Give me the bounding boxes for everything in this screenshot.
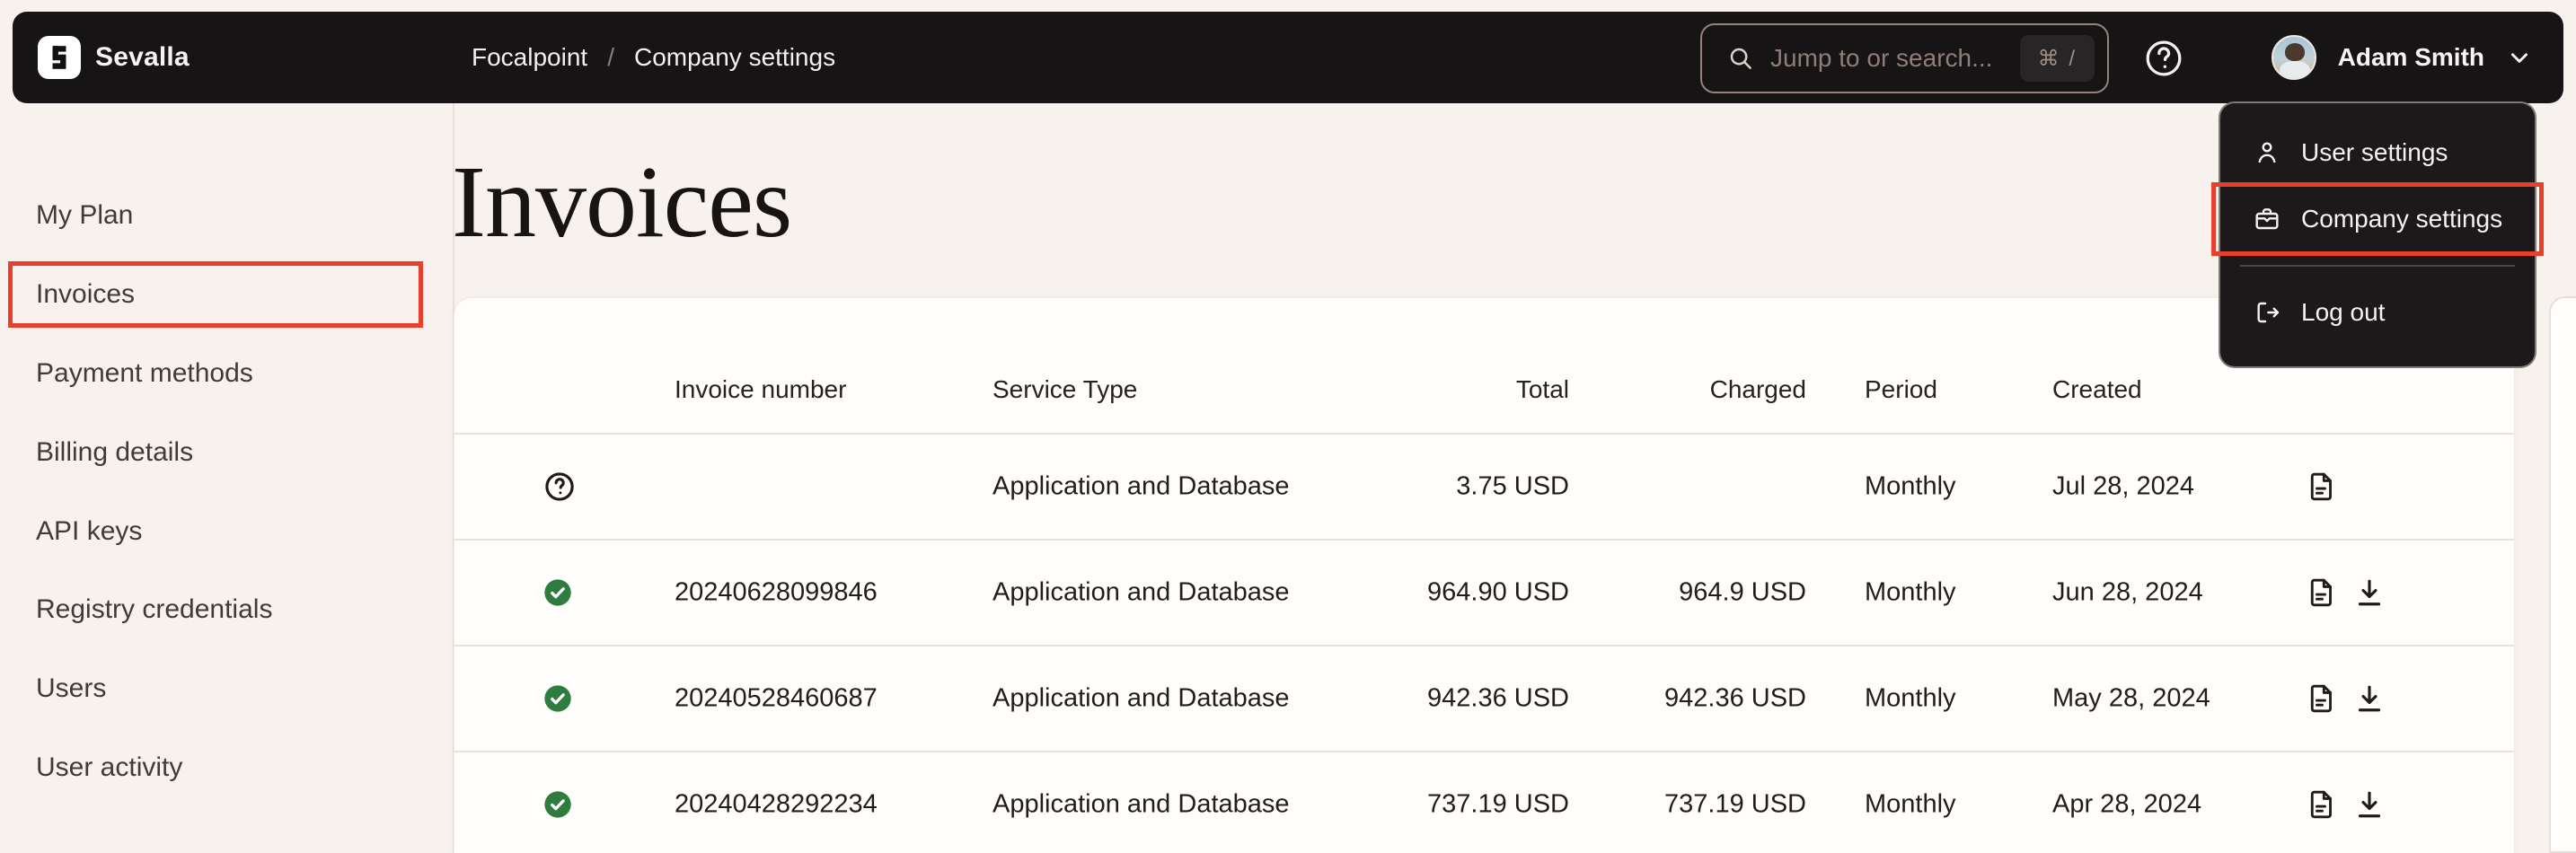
table-row: 20240428292234 Application and Database … (454, 751, 2514, 853)
search-placeholder: Jump to or search... (1770, 44, 1993, 72)
briefcase-icon (2253, 205, 2281, 233)
menu-item-label: Log out (2301, 298, 2386, 326)
user-icon (2253, 138, 2281, 167)
table-row: 20240528460687 Application and Database … (454, 645, 2514, 751)
column-header-period: Period (1865, 375, 1937, 403)
view-invoice-button[interactable] (2305, 682, 2337, 715)
table-row: Application and Database 3.75 USD Monthl… (454, 433, 2514, 539)
row-actions (2305, 576, 2386, 609)
cell-service-type: Application and Database (992, 471, 1290, 501)
column-header-total: Total (1515, 375, 1569, 403)
status-icon (543, 470, 578, 504)
sidebar-item-payment-methods[interactable]: Payment methods (0, 345, 453, 402)
adjacent-card-edge (2549, 296, 2576, 853)
sidebar-item-label: API keys (36, 516, 143, 546)
cell-service-type: Application and Database (992, 789, 1290, 819)
help-button[interactable] (2143, 38, 2184, 79)
download-invoice-button[interactable] (2353, 682, 2386, 715)
invoice-table-header: Invoice number Service Type Total Charge… (454, 298, 2514, 433)
sidebar-item-label: Payment methods (36, 358, 253, 388)
breadcrumb-item-page: Company settings (633, 43, 836, 71)
column-header-service-type: Service Type (992, 375, 1138, 403)
page-title: Invoices (452, 145, 792, 259)
sidebar-item-label: Billing details (36, 437, 194, 467)
view-invoice-button[interactable] (2305, 788, 2337, 821)
sidebar-item-billing-details[interactable]: Billing details (0, 424, 453, 481)
cell-invoice-number: 20240428292234 (675, 789, 878, 819)
menu-item-company-settings[interactable]: Company settings (2211, 182, 2544, 256)
avatar (2271, 35, 2316, 80)
sidebar-item-label: Registry credentials (36, 594, 273, 624)
status-icon (543, 576, 578, 610)
row-actions (2305, 682, 2386, 715)
menu-item-log-out[interactable]: Log out (2220, 279, 2535, 346)
download-invoice-button[interactable] (2353, 788, 2386, 821)
sidebar-item-users[interactable]: Users (0, 660, 453, 717)
menu-item-label: User settings (2301, 138, 2448, 166)
user-name: Adam Smith (2337, 43, 2484, 71)
search-shortcut-badge: ⌘ / (2019, 35, 2095, 82)
user-menu-button[interactable]: Adam Smith (2271, 12, 2533, 103)
cell-invoice-number: 20240528460687 (675, 683, 878, 713)
cell-total: 3.75 USD (1456, 471, 1569, 501)
cell-created: Jun 28, 2024 (2052, 577, 2203, 607)
cell-created: Apr 28, 2024 (2052, 789, 2202, 819)
menu-item-user-settings[interactable]: User settings (2220, 119, 2535, 186)
cell-total: 737.19 USD (1427, 789, 1569, 819)
sidebar-item-label: User activity (36, 752, 183, 782)
column-header-charged: Charged (1709, 375, 1806, 403)
download-invoice-button[interactable] (2353, 576, 2386, 609)
view-invoice-button[interactable] (2305, 576, 2337, 609)
search-icon (1727, 45, 1754, 72)
search-input[interactable]: Jump to or search... ⌘ / (1700, 23, 2109, 93)
cell-created: May 28, 2024 (2052, 683, 2210, 713)
sidebar-item-registry-credentials[interactable]: Registry credentials (0, 581, 453, 638)
chevron-down-icon (2506, 44, 2533, 71)
cell-total: 964.90 USD (1427, 577, 1569, 607)
cell-period: Monthly (1865, 577, 1956, 607)
menu-item-label: Company settings (2301, 205, 2503, 233)
breadcrumb-separator: / (607, 43, 614, 71)
cell-period: Monthly (1865, 683, 1956, 713)
cell-service-type: Application and Database (992, 577, 1290, 607)
cell-total: 942.36 USD (1427, 683, 1569, 713)
sidebar-item-label: Invoices (36, 279, 136, 309)
row-actions (2305, 788, 2386, 821)
cell-period: Monthly (1865, 789, 1956, 819)
sevalla-logo-icon (38, 36, 81, 79)
status-icon (543, 787, 578, 822)
sidebar-item-invoices[interactable]: Invoices (0, 266, 453, 323)
sidebar-item-label: My Plan (36, 200, 134, 230)
table-row: 20240628099846 Application and Database … (454, 539, 2514, 645)
sidebar-item-user-activity[interactable]: User activity (0, 739, 453, 796)
breadcrumb: Focalpoint / Company settings (472, 12, 835, 103)
column-header-invoice-number: Invoice number (675, 375, 847, 403)
view-invoice-button[interactable] (2305, 470, 2337, 503)
top-navbar: Sevalla Focalpoint / Company settings Ju… (13, 12, 2563, 103)
cell-charged: 942.36 USD (1664, 683, 1806, 713)
user-dropdown-menu: User settings Company settings Log (2211, 101, 2544, 368)
column-header-created: Created (2052, 375, 2142, 403)
brand-name: Sevalla (95, 42, 190, 72)
cell-charged: 964.9 USD (1679, 577, 1806, 607)
sidebar-item-api-keys[interactable]: API keys (0, 503, 453, 560)
cell-period: Monthly (1865, 471, 1956, 501)
status-icon (543, 682, 578, 716)
cell-invoice-number: 20240628099846 (675, 577, 878, 607)
brand[interactable]: Sevalla (38, 12, 190, 103)
menu-divider (2240, 265, 2515, 267)
sidebar-item-label: Users (36, 673, 107, 703)
settings-sidebar: My Plan Invoices Payment methods Billing… (0, 103, 453, 853)
sidebar-item-my-plan[interactable]: My Plan (0, 187, 453, 244)
row-actions (2305, 470, 2337, 503)
breadcrumb-item-company[interactable]: Focalpoint (472, 43, 588, 71)
cell-service-type: Application and Database (992, 683, 1290, 713)
cell-created: Jul 28, 2024 (2052, 471, 2195, 501)
logout-icon (2253, 298, 2281, 327)
invoices-card: Invoice number Service Type Total Charge… (454, 297, 2515, 853)
cell-charged: 737.19 USD (1664, 789, 1806, 819)
